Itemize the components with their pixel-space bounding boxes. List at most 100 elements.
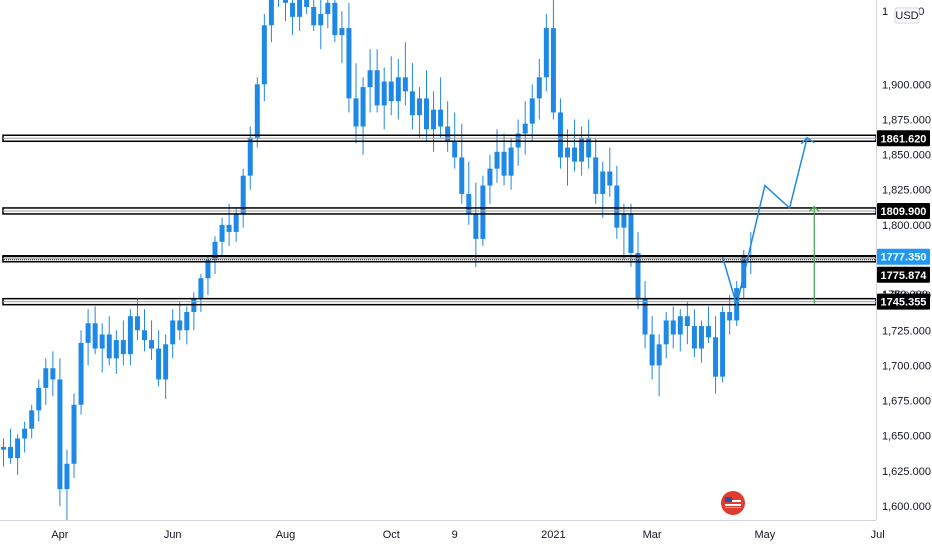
candle-body [628,213,634,253]
candle-body [579,137,585,162]
candle-body [163,344,169,380]
price-level-value: 1745.355 [881,297,927,309]
candle-body [720,312,726,377]
candle-body [219,224,225,242]
candle-body [268,0,274,26]
target-arrowhead [808,205,820,213]
candle-body [177,320,183,331]
candle-body [57,379,63,490]
candle-body [621,213,627,228]
candle-body [339,28,345,36]
candle-body [113,340,119,359]
candle-body [607,171,613,186]
candle-body [106,334,112,359]
candle-body [508,147,514,176]
candle-body [473,213,479,239]
price-tick-label: 1,850.000 [882,150,931,162]
candle-body [459,157,465,194]
candle-body [445,126,451,141]
candle-body [22,428,28,439]
time-tick-label: Mar [643,529,662,541]
candle-body [663,320,669,345]
time-tick-label: Jun [164,529,182,541]
flag-icon [721,491,745,515]
price-level-badge [877,266,930,283]
candle-body [311,7,317,26]
candle-body [565,147,570,158]
price-tick-label: 1 [882,6,888,18]
candle-body [656,344,662,366]
candle-body [127,316,133,355]
candle-body [36,387,42,411]
time-tick-label: Jul [871,529,885,541]
time-tick-label: 9 [452,529,458,541]
time-tick-label: 2021 [541,529,565,541]
candle-body [240,175,246,214]
candle-body [8,446,14,459]
candle-body [684,316,690,327]
candle-body [29,410,35,429]
price-level-badge [877,293,930,310]
candle-body [691,326,697,349]
candle-body [85,323,91,343]
candle-body [452,140,458,158]
candle-body [156,348,162,380]
candle-body [149,340,155,349]
candle-body [233,213,239,232]
candle-body [205,260,211,279]
candle-body [466,193,472,214]
currency-button[interactable]: USD [894,7,920,24]
price-level-value: 1775.874 [881,270,928,282]
price-tick-label: 1,875.000 [882,114,931,126]
candle-body [572,147,578,162]
candle-body [1,446,6,450]
candle-body [254,84,260,138]
candle-body [290,2,296,17]
candle-body [522,123,528,134]
candle-body [43,368,49,388]
candle-body [261,25,267,85]
candle-body [71,404,77,464]
candle-body [487,168,493,186]
candle-body [381,81,387,106]
price-level-badge [877,202,930,219]
candle-body [64,463,70,490]
projection-arrowhead [800,136,815,145]
candle-body [120,340,126,355]
currency-label: USD [895,10,918,22]
candle-body [677,316,683,335]
candle-body [713,337,719,377]
candle-body [346,28,352,99]
time-axis[interactable]: Apr Jun Aug Oct 9 2021 Mar May Jul [51,529,884,541]
candle-body [78,342,84,405]
candle-body [494,151,500,169]
price-tick-label: 1,725.000 [882,325,931,337]
candle-body [184,312,190,331]
candle-body [388,81,394,102]
candle-body [360,87,366,127]
candle-body [226,224,232,232]
candle-body [283,0,288,3]
price-tick-label: 1,800.000 [882,220,931,232]
projection-drawings [721,136,820,308]
candle-body [586,137,592,158]
price-tick-label: 1,900.000 [882,79,931,91]
price-level-value: 1809.900 [881,206,927,218]
candle-body [212,241,218,260]
price-tick-label: 1,675.000 [882,396,931,408]
candle-body [395,77,401,102]
candle-body [409,91,415,116]
price-level-badge [877,248,930,265]
candle-body [402,77,408,92]
price-level-value: 1861.620 [881,133,927,145]
candle-body [353,98,359,127]
candle-body [92,323,98,349]
candle-body [529,98,535,124]
candle-body [501,151,507,176]
candle-body [142,330,147,341]
time-tick-label: Oct [383,529,400,541]
candle-body [431,109,437,130]
candle-body [600,171,606,194]
candle-body [297,0,303,17]
